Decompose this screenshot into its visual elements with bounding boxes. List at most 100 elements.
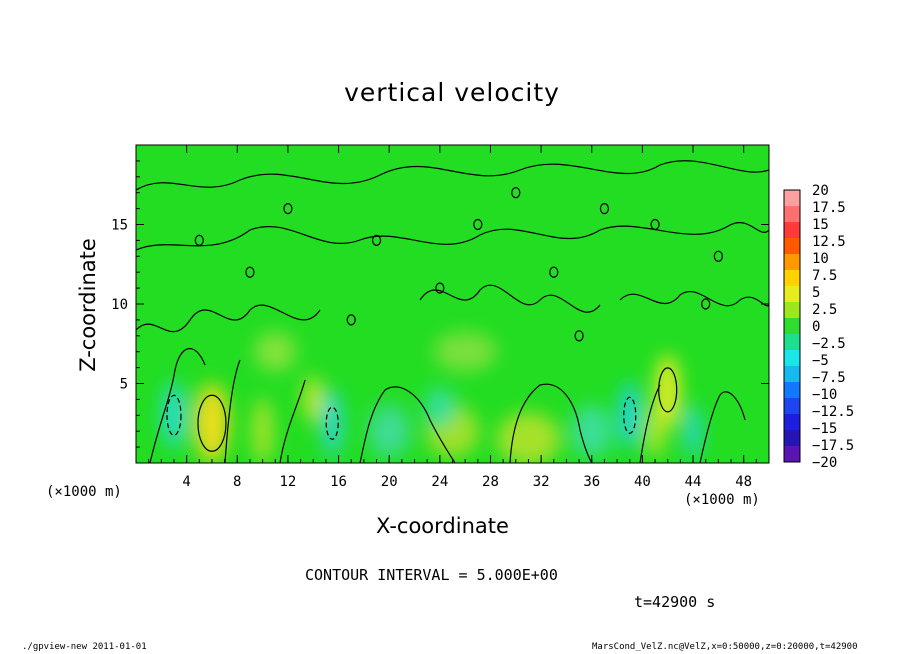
x-tick-label: 4	[182, 474, 190, 490]
contour-line	[435, 282, 445, 294]
x-tick-label: 12	[279, 474, 296, 490]
colorbar-band	[784, 254, 800, 271]
colorbar-band	[784, 286, 800, 303]
contour-line	[279, 379, 306, 463]
velocity-cell	[496, 412, 561, 463]
time-label: t=42900 s	[634, 593, 716, 611]
contour-line	[574, 330, 584, 342]
contour-line	[136, 222, 769, 251]
colorbar-label: 17.5	[812, 200, 846, 216]
colorbar-band	[784, 206, 800, 223]
x-tick-label: 20	[381, 474, 398, 490]
colorbar-label: −7.5	[812, 370, 846, 386]
colorbar-label: −20	[812, 455, 837, 471]
contour-line	[511, 187, 521, 199]
contour-line	[166, 394, 182, 436]
colorbar-band	[784, 238, 800, 255]
x-axis-label: X-coordinate	[376, 514, 509, 538]
colorbar-band	[784, 270, 800, 287]
velocity-cell	[424, 387, 456, 428]
colorbar-band	[784, 398, 800, 415]
velocity-cell	[368, 404, 411, 458]
footer-right: MarsCond_VelZ.nc@VelZ,x=0:50000,z=0:2000…	[592, 642, 858, 652]
velocity-cell	[321, 390, 343, 457]
contour-line	[419, 284, 601, 313]
contour-line	[371, 234, 382, 246]
velocity-cell	[644, 404, 666, 458]
velocity-cell	[684, 404, 702, 458]
x-tick-label: 32	[533, 474, 550, 490]
y-axis-unit: (×1000 m)	[46, 484, 122, 500]
contour-line	[713, 250, 723, 262]
colorbar-band	[784, 446, 800, 463]
x-tick-label: 16	[330, 474, 347, 490]
colorbar-label: −2.5	[812, 336, 846, 352]
colorbar-frame	[783, 189, 801, 463]
contour-line	[639, 384, 661, 463]
colorbar-band	[784, 318, 800, 335]
contour-line	[509, 383, 593, 463]
colorbar-label: 20	[812, 183, 829, 199]
contour-line	[283, 203, 293, 215]
colorbar-label: 5	[812, 285, 820, 301]
x-tick-label: 8	[233, 474, 241, 490]
velocity-cell	[252, 398, 274, 463]
y-tick-label: 10	[111, 297, 128, 313]
colorbar-label: 0	[812, 319, 820, 335]
colorbar-label: 10	[812, 251, 829, 267]
colorbar-label: 12.5	[812, 234, 846, 250]
colorbar-label: −10	[812, 387, 837, 403]
contour-line	[149, 347, 206, 463]
velocity-cell	[254, 331, 297, 372]
colorbar-label: −5	[812, 353, 829, 369]
contour-line	[650, 218, 660, 231]
contour-line	[623, 396, 637, 434]
y-axis-label: Z-coordinate	[76, 238, 100, 372]
colorbar-label: −15	[812, 421, 837, 437]
colorbar-band	[784, 302, 800, 319]
colorbar-band	[784, 334, 800, 351]
contour-line	[549, 266, 559, 278]
colorbar-band	[784, 350, 800, 367]
contour-line	[658, 367, 678, 413]
velocity-cell	[570, 404, 613, 458]
colorbar-band	[784, 222, 800, 239]
x-axis-unit: (×1000 m)	[684, 492, 760, 508]
contour-line	[473, 218, 483, 231]
colorbar-label: 2.5	[812, 302, 837, 318]
velocity-cell	[302, 375, 324, 424]
colorbar-label: −12.5	[812, 404, 854, 420]
contour-line	[699, 391, 746, 463]
contour-line	[136, 160, 769, 191]
y-tick-label: 15	[111, 218, 128, 234]
contour-line	[359, 386, 456, 463]
colorbar-band	[784, 430, 800, 447]
x-tick-label: 48	[735, 474, 752, 490]
contour-line	[599, 203, 610, 215]
contour-line	[701, 298, 711, 310]
footer-left: ./gpview-new 2011-01-01	[22, 642, 147, 652]
x-tick-label: 24	[431, 474, 448, 490]
chart-title: vertical velocity	[344, 78, 560, 107]
colorbar-band	[784, 366, 800, 383]
colorbar-band	[784, 382, 800, 399]
contour-line	[197, 394, 227, 452]
contour-line	[245, 266, 255, 278]
contour-interval-note: CONTOUR INTERVAL = 5.000E+00	[305, 566, 558, 584]
colorbar-band	[784, 190, 800, 207]
contour-line	[136, 304, 321, 333]
x-tick-label: 44	[685, 474, 702, 490]
velocity-cell	[161, 382, 187, 449]
contour-line	[619, 291, 769, 307]
contour-line	[325, 406, 339, 440]
contour-line	[346, 314, 356, 326]
colorbar-label: −17.5	[812, 438, 854, 454]
x-tick-label: 40	[634, 474, 651, 490]
velocity-cell	[433, 331, 497, 372]
contour-line	[224, 359, 241, 463]
x-tick-label: 36	[583, 474, 600, 490]
colorbar-label: 15	[812, 217, 829, 233]
contour-line	[194, 234, 204, 246]
velocity-cell	[619, 382, 641, 449]
